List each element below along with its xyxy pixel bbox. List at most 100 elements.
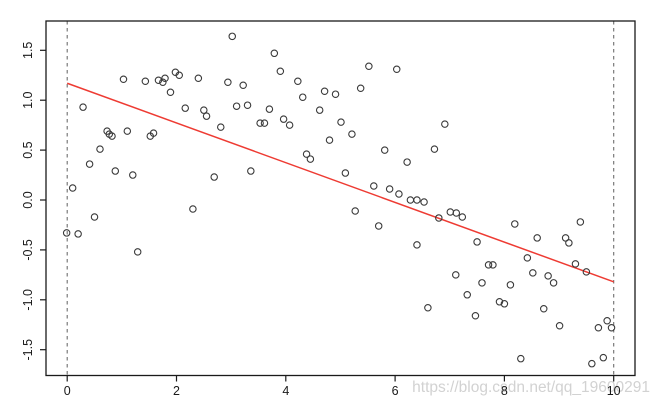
- data-point: [458, 213, 467, 221]
- data-point: [68, 184, 77, 192]
- data-point: [529, 269, 537, 277]
- data-point: [452, 271, 460, 279]
- data-point: [294, 77, 302, 85]
- data-point: [85, 160, 94, 168]
- data-point: [243, 101, 252, 109]
- data-point: [90, 213, 99, 221]
- data-point: [517, 354, 525, 363]
- data-point: [315, 106, 324, 114]
- data-point: [489, 261, 497, 269]
- plot-border: [45, 20, 636, 377]
- data-point: [166, 88, 175, 96]
- data-point: [74, 230, 82, 238]
- data-point: [523, 254, 532, 262]
- data-point: [555, 321, 564, 330]
- data-point: [133, 248, 142, 256]
- data-point: [119, 75, 128, 83]
- data-point: [325, 136, 334, 144]
- data-point: [260, 119, 269, 127]
- data-point: [276, 67, 285, 76]
- data-point: [189, 205, 197, 213]
- data-point: [484, 261, 493, 269]
- data-point: [599, 353, 608, 362]
- x-tick-label: 6: [392, 384, 399, 398]
- data-point: [202, 112, 211, 120]
- data-point: [224, 78, 232, 86]
- data-point: [374, 222, 383, 230]
- data-point: [452, 209, 461, 217]
- data-point: [380, 146, 389, 154]
- data-point: [96, 145, 104, 153]
- data-point: [571, 260, 580, 268]
- data-point: [256, 119, 264, 127]
- data-point: [356, 84, 365, 92]
- data-point: [576, 218, 585, 226]
- data-point: [239, 81, 247, 89]
- data-point: [392, 65, 401, 74]
- data-point: [159, 78, 167, 86]
- data-point: [544, 272, 552, 280]
- plot-dynamic-content: 0 2 4 6 8 10 -1.5 -1.0 -0.5 0.0 0.5 1.0 1.5: [21, 20, 636, 398]
- y-tick-label: 0.5: [21, 141, 35, 158]
- y-tick-label: 1.5: [21, 42, 35, 59]
- data-point: [247, 167, 255, 175]
- data-point: [200, 106, 208, 114]
- data-point: [424, 304, 432, 312]
- y-tick-label: 1.0: [21, 91, 35, 108]
- data-point: [298, 93, 307, 101]
- data-point: [413, 241, 421, 249]
- data-point: [594, 323, 603, 332]
- data-point: [175, 71, 183, 80]
- data-point: [228, 32, 236, 41]
- data-point: [506, 281, 515, 289]
- data-point: [446, 208, 455, 216]
- data-point: [194, 74, 203, 82]
- data-point: [302, 150, 311, 158]
- data-point: [603, 317, 611, 325]
- x-tick-label: 10: [607, 384, 621, 398]
- data-point: [306, 155, 315, 163]
- data-point: [285, 121, 294, 129]
- data-point: [607, 323, 616, 332]
- data-point: [395, 190, 403, 198]
- data-point: [270, 49, 279, 58]
- y-tick-label: -1.0: [21, 289, 35, 311]
- data-point: [588, 359, 596, 368]
- data-point: [463, 291, 471, 299]
- data-point: [406, 196, 415, 204]
- data-point: [385, 185, 394, 193]
- data-point: [181, 104, 189, 112]
- data-point: [403, 158, 411, 166]
- data-point: [149, 129, 158, 137]
- x-tick-label: 8: [501, 384, 508, 398]
- data-point: [154, 76, 163, 84]
- data-point: [79, 103, 87, 111]
- data-point: [341, 169, 350, 177]
- watermark: https://blog.csdn.net/qq_19600291: [412, 379, 650, 396]
- data-point: [365, 62, 373, 71]
- data-point: [370, 182, 378, 190]
- y-tick-label: 0.0: [21, 191, 35, 208]
- data-point: [108, 132, 116, 140]
- data-point: [161, 74, 169, 82]
- x-axis: 0 2 4 6 8 10: [64, 375, 621, 398]
- regression-line: [66, 82, 614, 283]
- data-point: [478, 279, 486, 287]
- data-point: [420, 198, 428, 206]
- data-point: [232, 102, 241, 110]
- data-point: [582, 268, 591, 276]
- data-point: [62, 229, 71, 237]
- data-point: [123, 127, 132, 135]
- x-tick-label: 2: [173, 384, 180, 398]
- data-point: [320, 87, 329, 95]
- y-tick-label: -0.5: [21, 239, 35, 261]
- data-point: [441, 120, 449, 128]
- data-point: [129, 171, 137, 179]
- data-point: [337, 118, 345, 126]
- data-point: [539, 305, 548, 313]
- data-point: [331, 90, 340, 98]
- data-point: [495, 298, 504, 306]
- data-point: [111, 167, 120, 175]
- data-point: [279, 115, 288, 123]
